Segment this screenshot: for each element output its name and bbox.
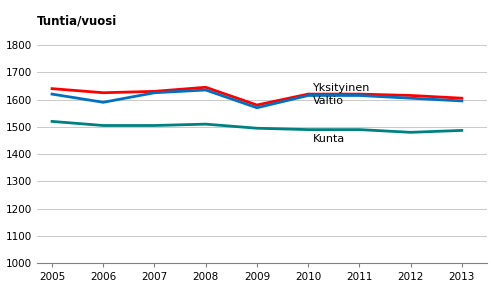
Text: Tuntia/vuosi: Tuntia/vuosi bbox=[36, 14, 117, 27]
Text: Yksityinen: Yksityinen bbox=[313, 83, 371, 93]
Text: Valtio: Valtio bbox=[313, 96, 344, 106]
Text: Kunta: Kunta bbox=[313, 134, 346, 144]
